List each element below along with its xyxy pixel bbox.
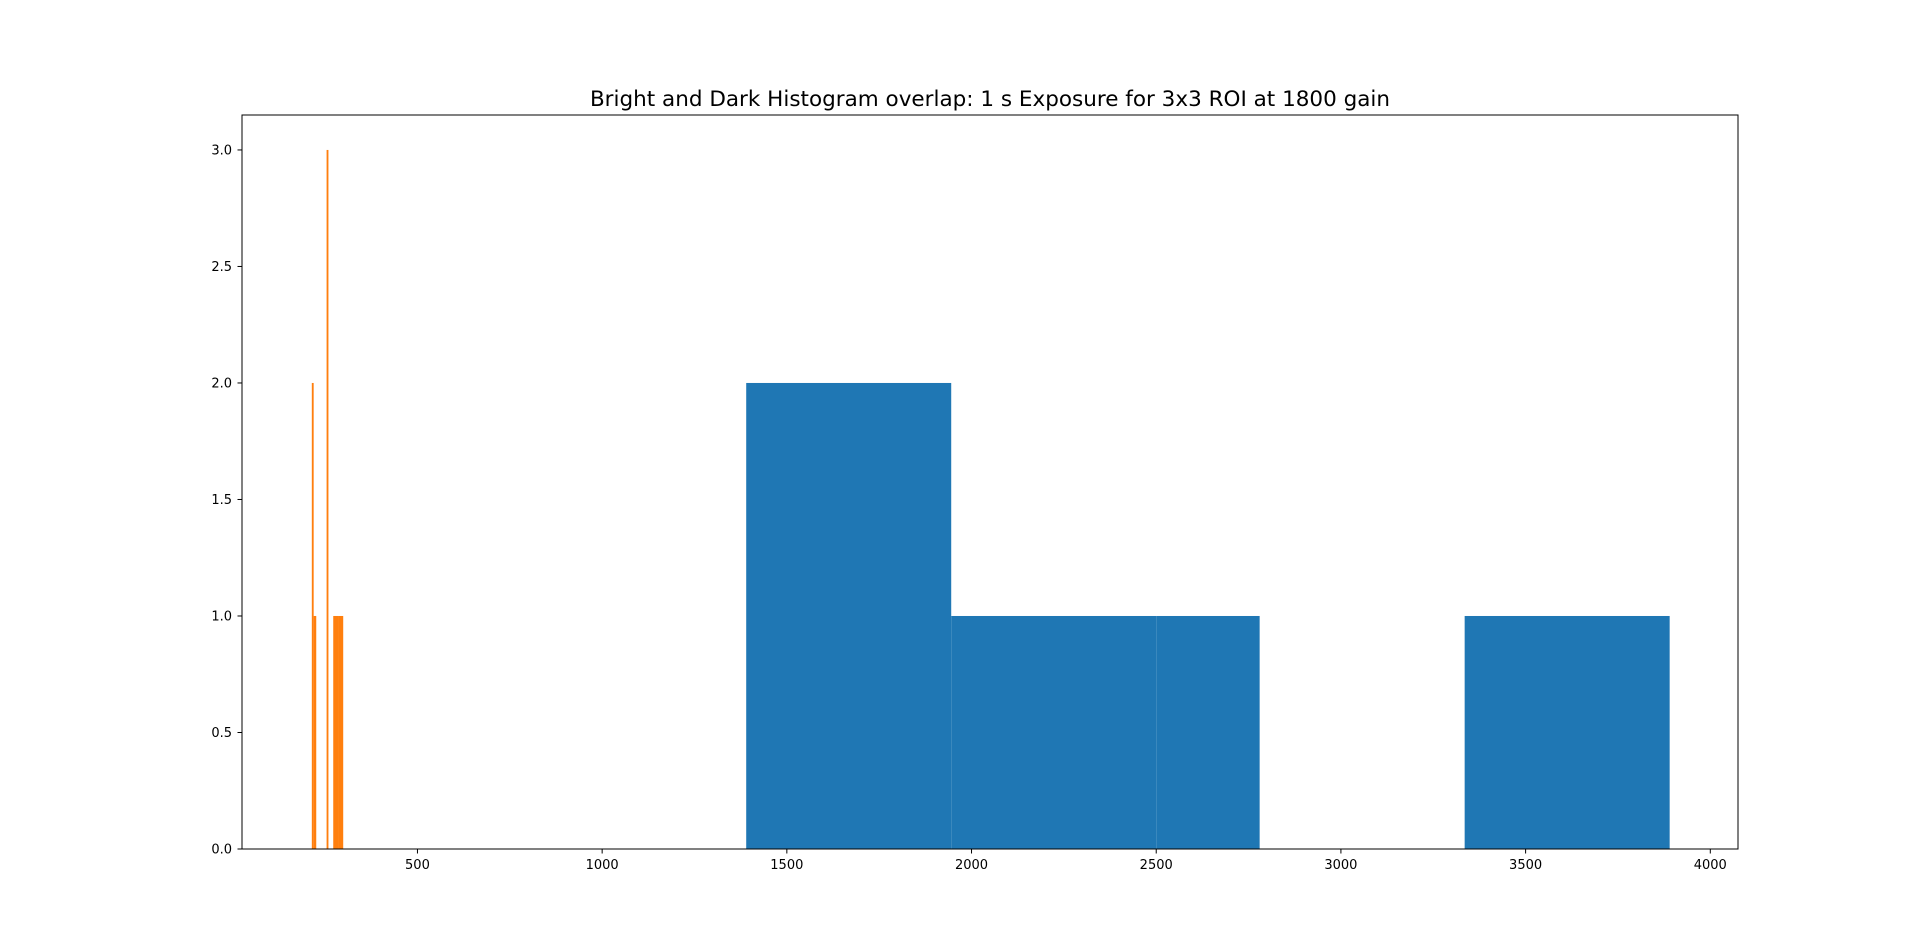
histogram-bar-series2-bin2 (313, 615, 317, 849)
y-tick-label: 2.0 (211, 376, 232, 391)
x-axis-ticks: 500 1000 1500 2000 2500 3000 3500 4000 (405, 849, 1727, 873)
histogram-bar-series2-bin4 (333, 615, 339, 849)
x-tick-label: 1500 (770, 858, 803, 873)
x-tick-label: 3000 (1324, 858, 1357, 873)
bars-layer (311, 149, 1670, 849)
x-tick-label: 4000 (1694, 858, 1727, 873)
histogram-bar-series1-bin1 (746, 382, 952, 849)
x-tick-label: 3500 (1509, 858, 1542, 873)
x-tick-label: 2500 (1140, 858, 1173, 873)
y-tick-label: 3.0 (211, 143, 232, 158)
histogram-bar-series2-bin5 (338, 615, 344, 849)
x-tick-label: 2000 (955, 858, 988, 873)
histogram-bar-series1-bin3 (1156, 615, 1260, 849)
axes-frame (241, 114, 1739, 850)
y-tick-label: 0.5 (211, 726, 232, 741)
x-tick-label: 500 (405, 858, 430, 873)
plot-area: 500 1000 1500 2000 2500 3000 3500 4000 0.0 0.5 1.… (211, 114, 1739, 873)
histogram-bar-series2-bin3 (326, 149, 329, 849)
y-tick-label: 0.0 (211, 843, 232, 858)
y-tick-label: 2.5 (211, 260, 232, 275)
y-axis-ticks: 0.0 0.5 1.0 1.5 2.0 2.5 3.0 (211, 143, 242, 858)
histogram-bar-series2-bin1 (311, 382, 314, 849)
y-tick-label: 1.5 (211, 493, 232, 508)
histogram-bar-series1-bin2 (951, 615, 1157, 849)
histogram-bar-series1-bin5 (1464, 615, 1670, 849)
x-tick-label: 1000 (586, 858, 619, 873)
y-tick-label: 1.0 (211, 609, 232, 624)
chart-title: Bright and Dark Histogram overlap: 1 s E… (590, 87, 1390, 112)
